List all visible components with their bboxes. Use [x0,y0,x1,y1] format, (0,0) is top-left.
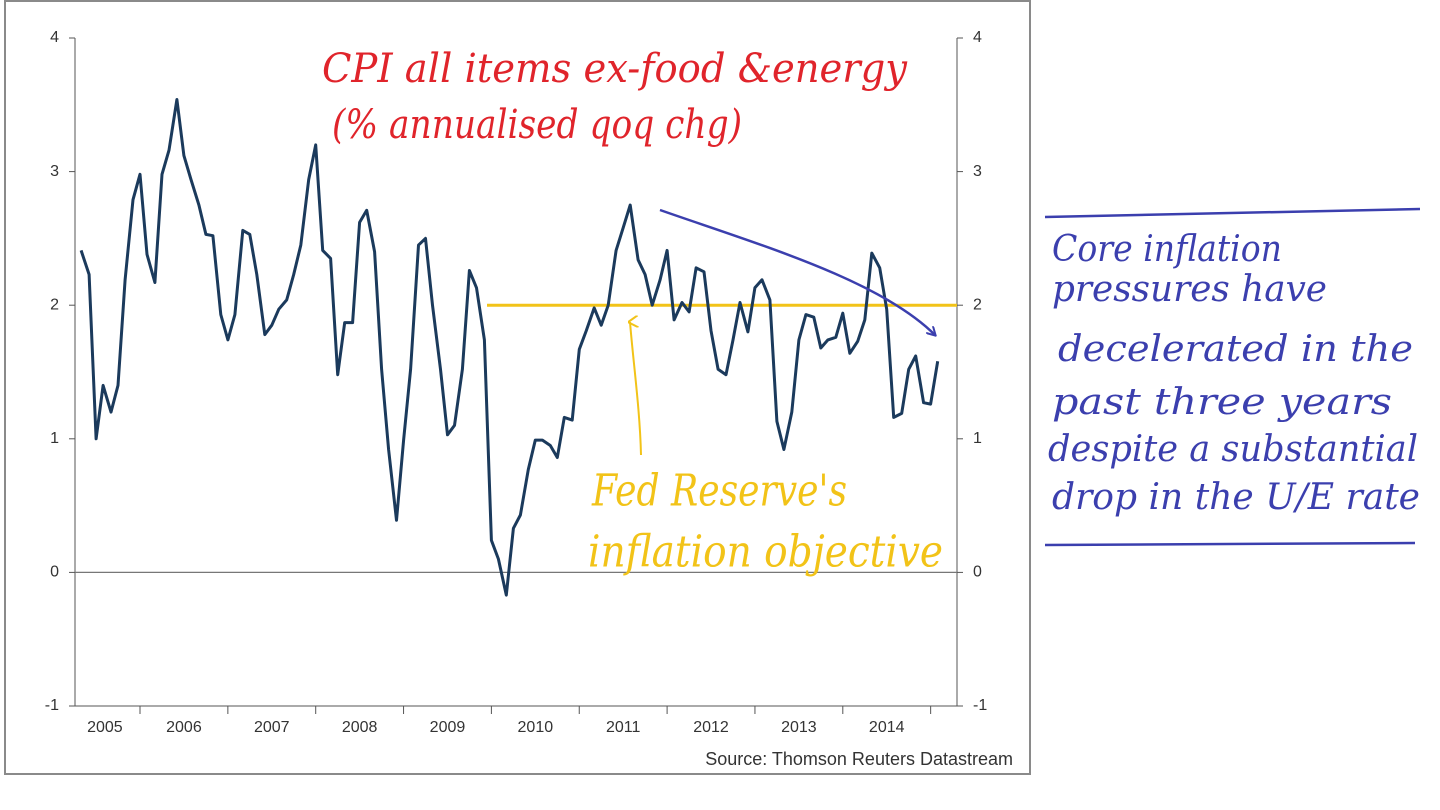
plot: -1 -1 0 0 1 1 2 2 3 3 4 4 2005 2006 2007 2008 2009 2010 20… [45,29,988,736]
comment-line: Core inflation [1052,229,1282,270]
x-tick-label: 2010 [518,719,554,736]
comment-line: despite a substantial [1048,429,1418,470]
y2-tick-label: 1 [973,430,982,447]
target-arrow [630,322,642,456]
comment-line: past three years [1052,382,1392,423]
comment-line: decelerated in the [1058,329,1413,370]
chart-frame [4,0,1031,775]
x-tick-label: 2012 [693,719,729,736]
trend-arrow [659,208,935,335]
title-annotation: CPI all items ex-food &energy [322,46,908,92]
x-tick-label: 2005 [87,719,123,736]
y-tick-label: -1 [45,697,59,714]
x-tick-label: 2008 [342,719,378,736]
y-tick-label: 1 [50,430,59,447]
y-tick-label: 4 [50,29,59,46]
y2-tick-label: -1 [973,697,987,714]
y2-tick-label: 3 [973,163,982,180]
x-tick-label: 2006 [166,719,202,736]
comment-rule [1044,541,1416,547]
y-tick-label: 0 [50,564,59,581]
title-annotation: (% annualised qoq chg) [332,102,742,148]
y-tick-label: 3 [50,163,59,180]
x-tick-label: 2007 [254,719,290,736]
x-tick-label: 2011 [606,719,641,736]
y2-tick-label: 0 [973,564,982,581]
y2-tick-label: 2 [973,296,982,313]
source: Source: Thomson Reuters Datastream [705,749,1013,769]
y2-tick-label: 4 [973,29,982,46]
comment-rule [1044,207,1421,219]
x-tick-label: 2014 [869,719,905,736]
series-line [79,98,940,597]
comment-line: pressures have [1052,269,1327,310]
x-tick-label: 2013 [781,719,817,736]
target-annotation: inflation objective [588,527,943,578]
x-tick-label: 2009 [430,719,466,736]
y-tick-label: 2 [50,296,59,313]
comment-line: drop in the U/E rate [1052,477,1420,518]
target-annotation: Fed Reserve's [591,466,847,517]
